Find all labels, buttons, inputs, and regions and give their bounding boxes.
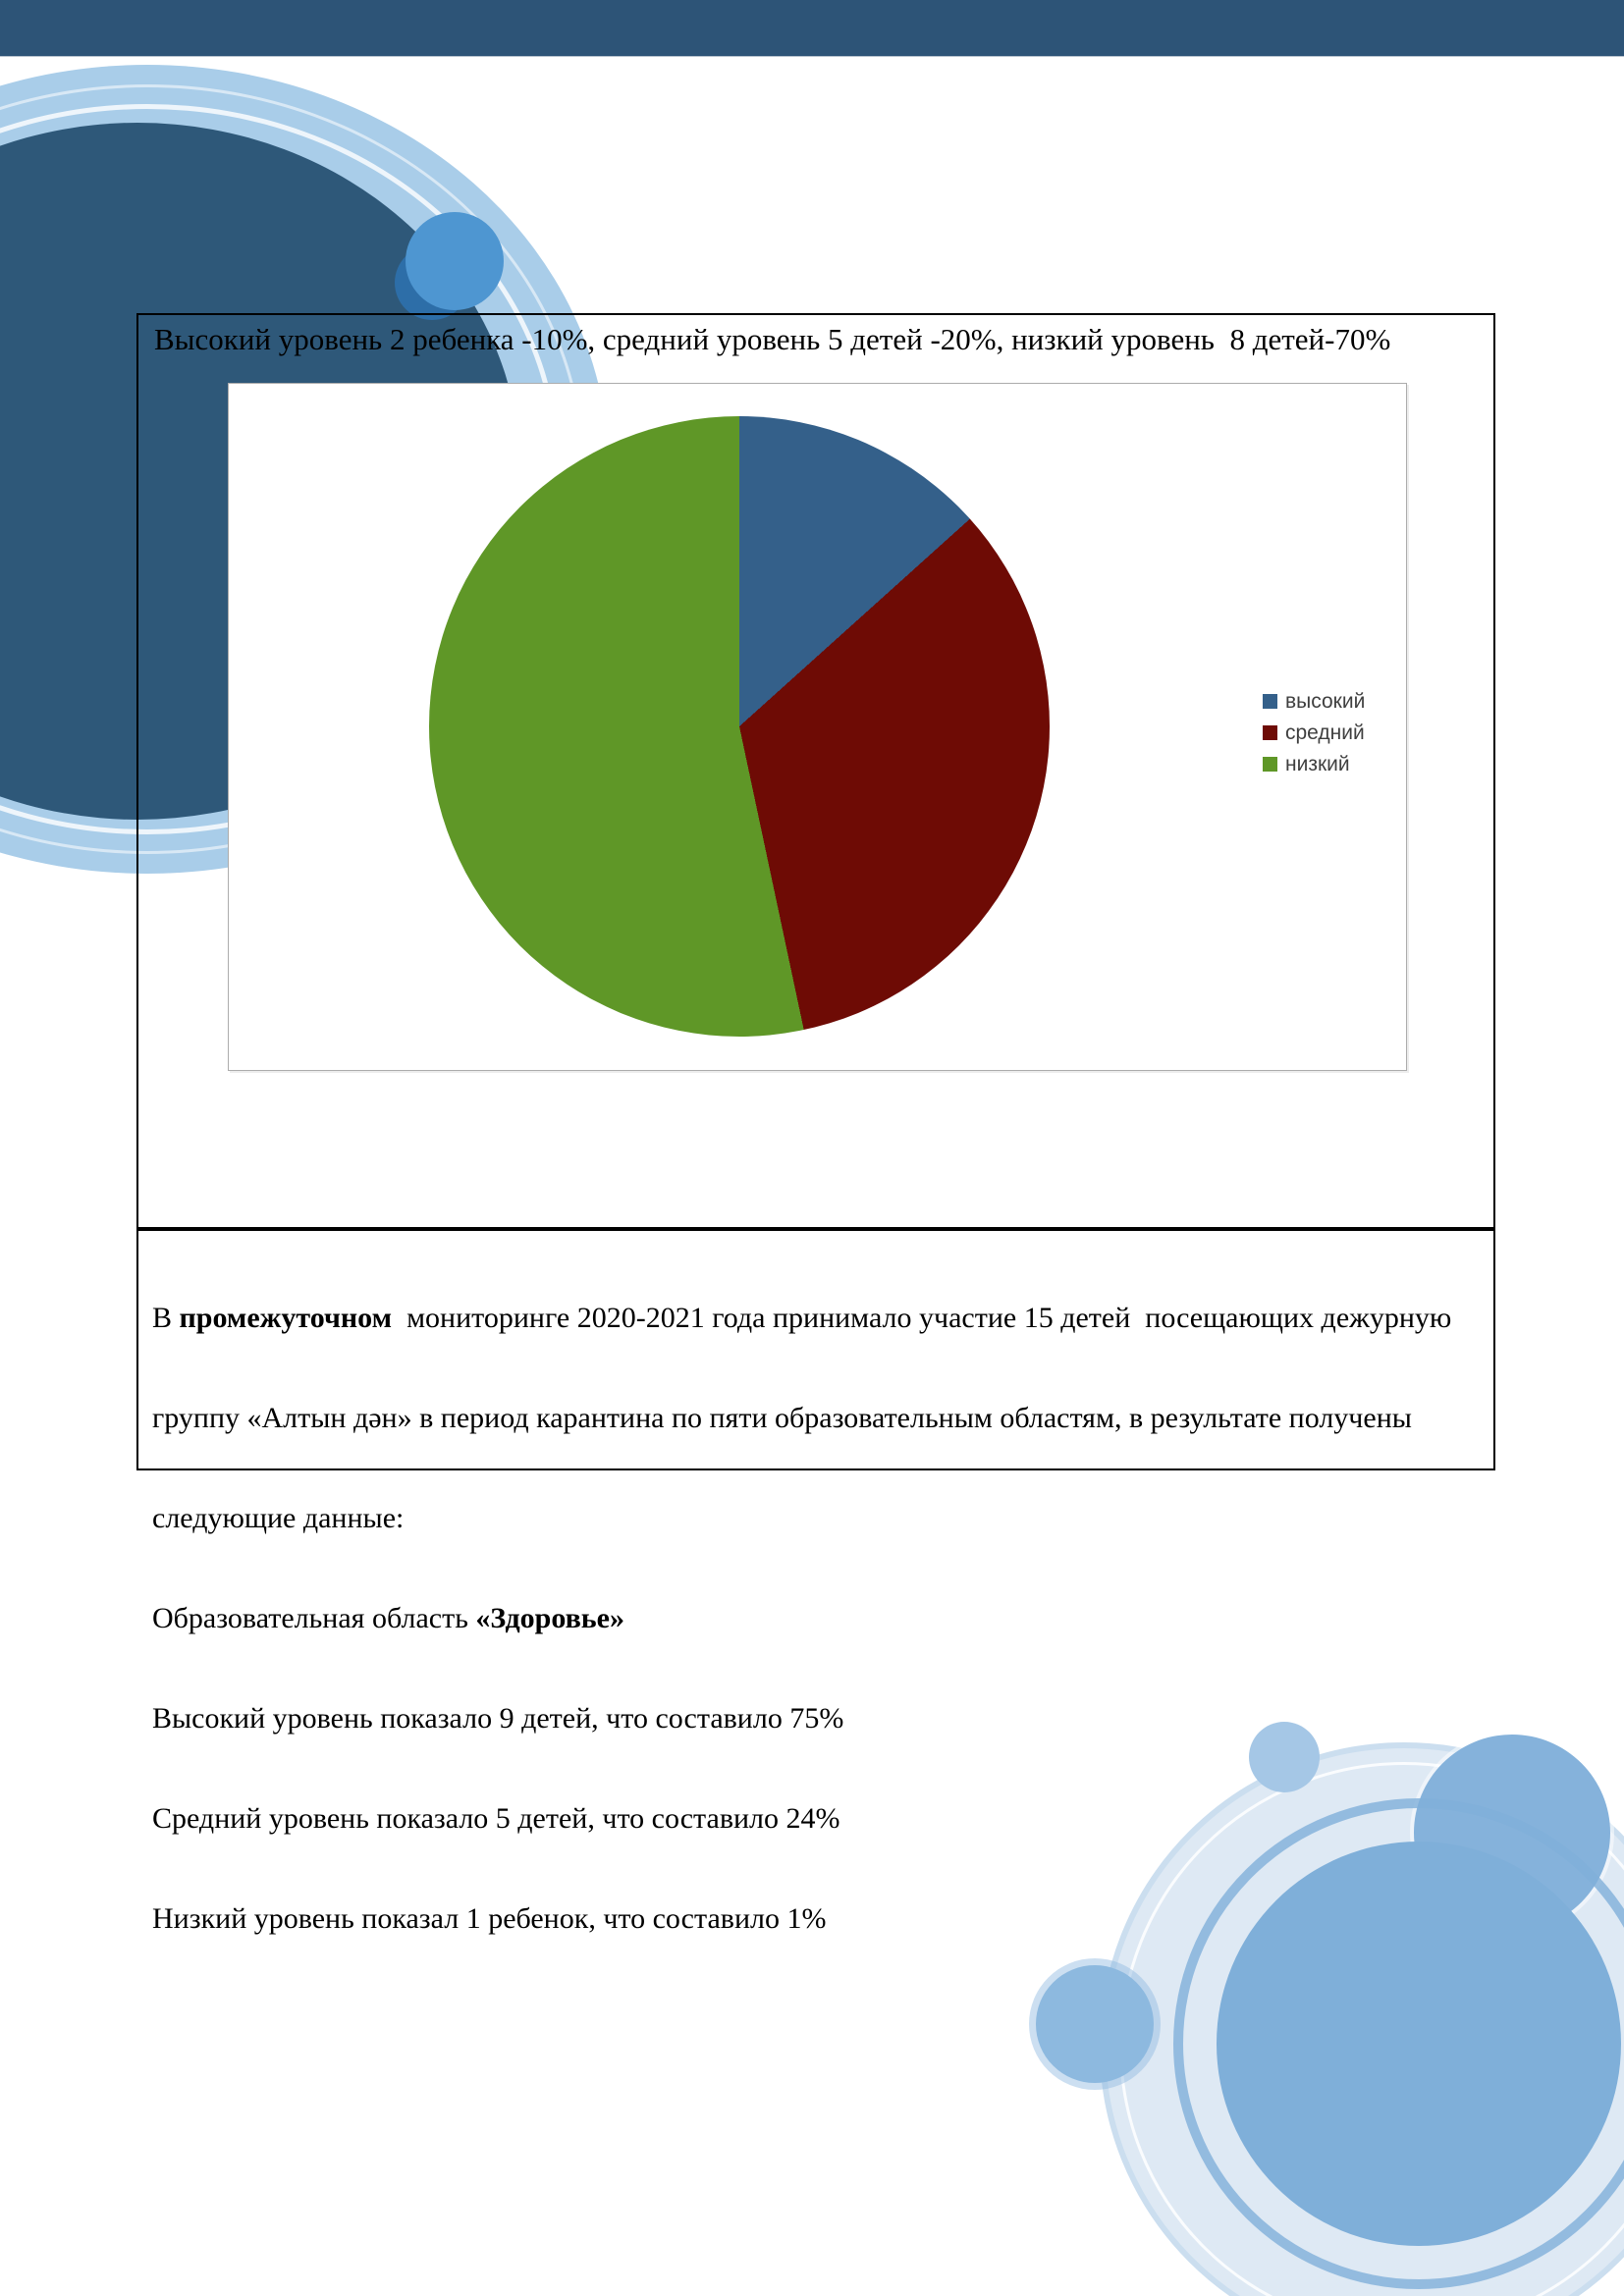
legend-label: высокий <box>1285 689 1366 713</box>
legend-swatch <box>1263 693 1277 709</box>
legend-swatch <box>1263 724 1277 740</box>
legend-item: низкий <box>1263 748 1365 779</box>
legend-item: средний <box>1263 717 1365 748</box>
body-text: В промежуточном мониторинге 2020-2021 го… <box>152 1235 1451 2002</box>
legend-label: низкий <box>1285 752 1350 775</box>
chart-legend: высокий средний низкий <box>1263 685 1365 779</box>
pie-chart <box>429 416 1050 1037</box>
accent-dot-decoration <box>406 212 504 310</box>
body-text-line: В промежуточном мониторинге 2020-2021 го… <box>152 1302 1452 1334</box>
body-text-line: Средний уровень показало 5 детей, что со… <box>152 1802 840 1835</box>
chart-caption: Высокий уровень 2 ребенка -10%, средний … <box>154 322 1391 356</box>
text-section-box: В промежуточном мониторинге 2020-2021 го… <box>136 1229 1495 1935</box>
brush-ring-decoration-bottom-right <box>1173 1798 1624 2289</box>
blue-circle-decoration <box>1217 1842 1621 2246</box>
chart-frame: высокий средний низкий <box>228 383 1407 1071</box>
body-text-line: Низкий уровень показал 1 ребенок, что со… <box>152 1902 827 1935</box>
top-bar <box>0 0 1624 57</box>
chart-section-box: Высокий уровень 2 ребенка -10%, средний … <box>136 313 1495 1229</box>
legend-item: высокий <box>1263 685 1365 717</box>
accent-dot-decoration <box>1249 1722 1320 1792</box>
body-text-line: Высокий уровень показало 9 детей, что со… <box>152 1702 844 1735</box>
body-text-line: Образовательная область «Здоровье» <box>152 1602 624 1634</box>
body-text-line: следующие данные: <box>152 1502 405 1534</box>
accent-circle-decoration <box>1036 1965 1154 2083</box>
legend-label: средний <box>1285 721 1365 744</box>
legend-swatch <box>1263 756 1277 772</box>
body-text-line: группу «Алтын дән» в период карантина по… <box>152 1402 1412 1434</box>
